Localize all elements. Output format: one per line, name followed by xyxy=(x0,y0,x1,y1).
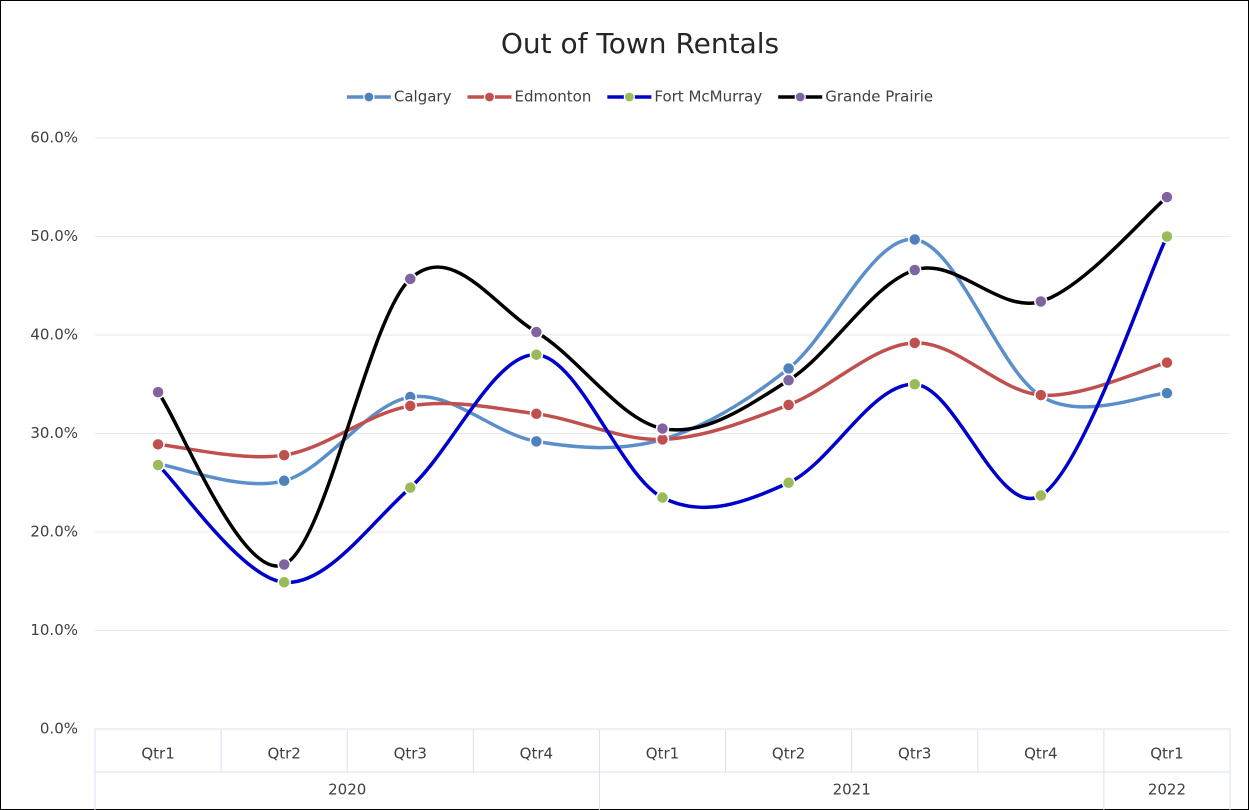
series-marker xyxy=(277,474,291,488)
legend-marker xyxy=(794,91,806,103)
y-tick-label: 10.0% xyxy=(30,621,78,639)
x-group-label: 2021 xyxy=(833,781,871,799)
series-marker xyxy=(1160,386,1174,400)
series-marker xyxy=(277,575,291,589)
series-marker xyxy=(1034,488,1048,503)
series-marker xyxy=(151,437,165,452)
series-marker xyxy=(529,434,544,449)
series-marker xyxy=(403,272,418,286)
series-line xyxy=(156,195,1169,568)
y-tick-label: 30.0% xyxy=(30,424,78,442)
legend: Calgary Edmonton Fort McMurray Grande Prair… xyxy=(346,88,933,106)
series-marker xyxy=(529,347,544,362)
series-marker xyxy=(781,361,796,376)
series-marker xyxy=(907,377,922,391)
series-marker xyxy=(277,448,291,462)
series-marker xyxy=(1034,294,1048,309)
x-tick-label: Qtr4 xyxy=(1024,745,1057,763)
series-marker xyxy=(403,480,418,495)
chart-title: Out of Town Rentals xyxy=(501,27,779,60)
legend-marker xyxy=(363,91,375,103)
x-group-label: 2020 xyxy=(328,781,366,799)
series-marker xyxy=(781,398,796,412)
series-marker xyxy=(403,399,418,413)
legend-label: Grande Prairie xyxy=(825,88,933,106)
series-marker xyxy=(151,385,165,399)
legend-marker xyxy=(623,91,635,103)
x-tick-label: Qtr2 xyxy=(267,745,300,763)
series-marker xyxy=(1034,388,1048,402)
x-tick-label: Qtr3 xyxy=(394,745,427,763)
legend-label: Calgary xyxy=(394,88,452,106)
x-tick-label: Qtr1 xyxy=(646,745,679,763)
series-marker xyxy=(1160,190,1174,204)
series-marker xyxy=(907,263,922,277)
series-marker xyxy=(1160,229,1174,244)
legend-marker xyxy=(483,91,496,103)
series-marker xyxy=(907,336,922,350)
series-line xyxy=(157,237,1168,486)
series-marker xyxy=(655,490,670,505)
series-marker xyxy=(907,232,922,247)
x-group-label: 2022 xyxy=(1148,781,1186,799)
legend-label: Fort McMurray xyxy=(654,88,762,106)
series-marker xyxy=(655,421,670,436)
x-tick-label: Qtr3 xyxy=(898,745,931,763)
x-tick-label: Qtr4 xyxy=(520,745,553,763)
series-marker xyxy=(1160,355,1174,370)
y-tick-label: 40.0% xyxy=(30,326,78,344)
y-tick-label: 50.0% xyxy=(30,227,78,245)
legend-label: Edmonton xyxy=(514,88,591,106)
x-tick-label: Qtr1 xyxy=(141,745,174,763)
series-marker xyxy=(529,407,544,421)
y-tick-label: 0.0% xyxy=(40,720,78,738)
series-marker xyxy=(277,557,291,572)
x-tick-label: Qtr1 xyxy=(1150,745,1183,763)
series-marker xyxy=(781,476,796,490)
series-marker xyxy=(529,325,544,339)
series-marker xyxy=(151,458,165,472)
y-tick-label: 60.0% xyxy=(30,129,78,147)
y-tick-label: 20.0% xyxy=(30,523,78,541)
x-tick-label: Qtr2 xyxy=(772,745,805,763)
series-marker xyxy=(781,373,796,388)
